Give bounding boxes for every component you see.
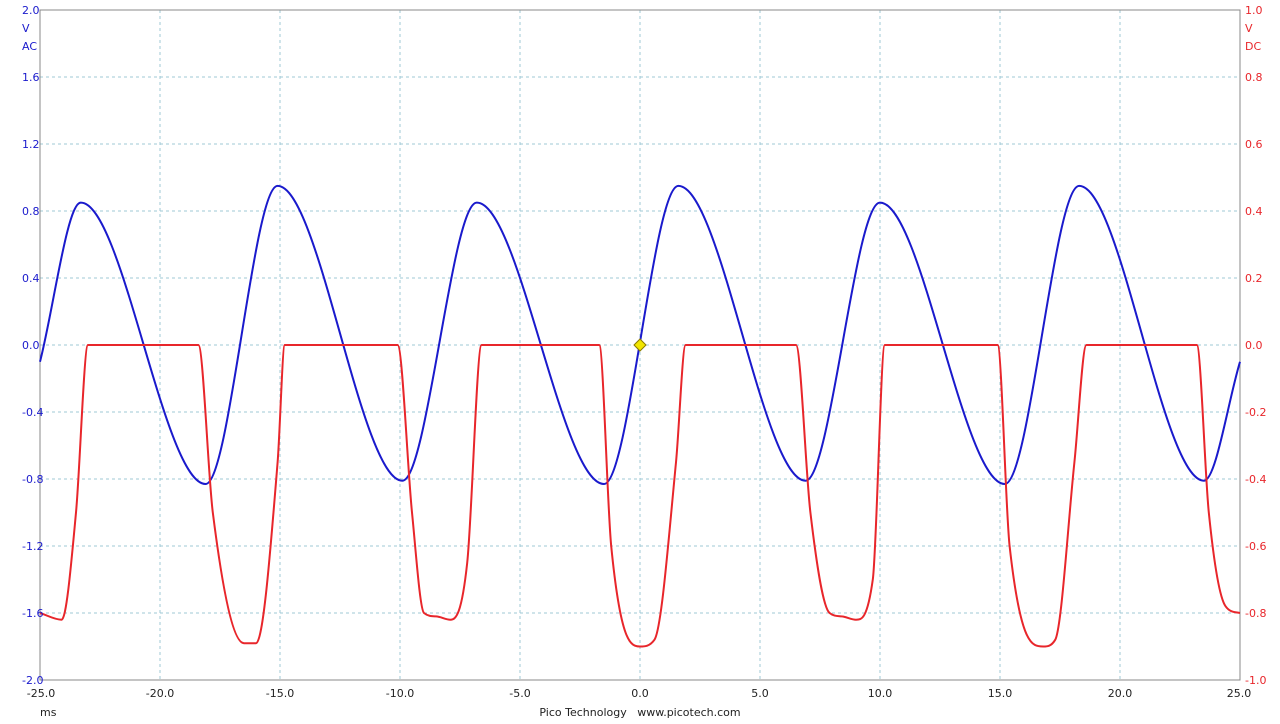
left-tick-label: -2.0 (22, 674, 43, 687)
left-tick-label: 2.0 (22, 4, 40, 17)
axis-labels: -25.0 -20.0 -15.0 -10.0 -5.0 0.0 5.0 10.0 15.0 20… (22, 4, 1266, 719)
x-tick-label: -20.0 (146, 687, 174, 700)
series-line-ac (39, 184, 1241, 485)
left-tick-label: 1.2 (22, 138, 40, 151)
x-tick-label: -15.0 (266, 687, 294, 700)
x-unit-label: ms (40, 706, 57, 719)
x-tick-label: 0.0 (631, 687, 649, 700)
plot-frame (39, 9, 1241, 681)
series-layer (39, 184, 1241, 648)
trigger-marker (633, 338, 647, 352)
x-tick-label: 25.0 (1227, 687, 1252, 700)
x-tick-label: -25.0 (27, 687, 55, 700)
left-tick-label: 0.4 (22, 272, 40, 285)
x-tick-label: 15.0 (988, 687, 1013, 700)
series-line-dc (39, 343, 1241, 648)
x-tick-label: -5.0 (509, 687, 530, 700)
left-tick-label: 0.8 (22, 205, 40, 218)
right-tick-label: -0.6 (1245, 540, 1266, 553)
marker-layer (633, 338, 647, 352)
left-tick-label: 0.0 (22, 339, 40, 352)
right-tick-label: 0.4 (1245, 205, 1263, 218)
right-tick-label: 0.0 (1245, 339, 1263, 352)
footer-text: Pico Technology www.picotech.com (539, 706, 740, 719)
right-tick-label: 0.8 (1245, 71, 1263, 84)
right-tick-label: 1.0 (1245, 4, 1263, 17)
right-tick-label: 0.2 (1245, 272, 1263, 285)
right-tick-label: -0.4 (1245, 473, 1266, 486)
left-unit-label: V (22, 22, 30, 35)
x-tick-label: 10.0 (868, 687, 893, 700)
x-tick-label: 5.0 (751, 687, 769, 700)
left-tick-label: -1.6 (22, 607, 43, 620)
x-tick-label: 20.0 (1108, 687, 1133, 700)
right-tick-label: -0.8 (1245, 607, 1266, 620)
right-coupling-label: DC (1245, 40, 1261, 53)
right-tick-label: 0.6 (1245, 138, 1263, 151)
x-tick-label: -10.0 (386, 687, 414, 700)
left-tick-label: -1.2 (22, 540, 43, 553)
left-coupling-label: AC (22, 40, 37, 53)
left-tick-label: -0.4 (22, 406, 43, 419)
left-tick-label: 1.6 (22, 71, 40, 84)
right-tick-label: -1.0 (1245, 674, 1266, 687)
left-tick-label: -0.8 (22, 473, 43, 486)
right-unit-label: V (1245, 22, 1253, 35)
right-tick-label: -0.2 (1245, 406, 1266, 419)
